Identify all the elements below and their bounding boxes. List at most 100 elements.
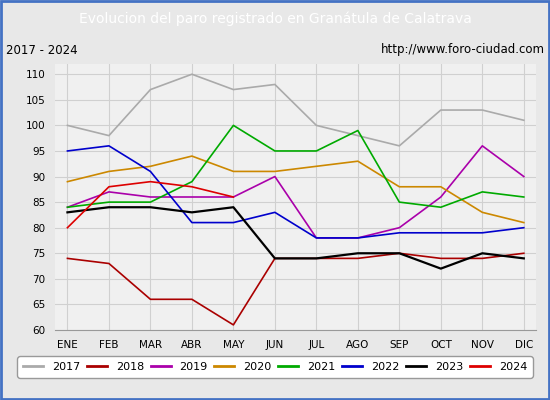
Line: 2019: 2019 [68, 146, 524, 238]
2020 [106, 169, 112, 174]
2020 [313, 164, 320, 169]
Line: 2021: 2021 [68, 125, 524, 207]
2021 [230, 123, 236, 128]
2022 [438, 230, 444, 235]
2021 [64, 205, 71, 210]
2021 [520, 194, 527, 199]
2021 [106, 200, 112, 204]
2020 [64, 179, 71, 184]
2017 [355, 133, 361, 138]
Line: 2017: 2017 [68, 74, 524, 146]
2023 [106, 205, 112, 210]
2017 [64, 123, 71, 128]
2020 [147, 164, 153, 169]
2019 [355, 236, 361, 240]
2021 [147, 200, 153, 204]
2017 [106, 133, 112, 138]
2022 [479, 230, 486, 235]
2021 [313, 148, 320, 153]
2019 [189, 194, 195, 199]
2020 [396, 184, 403, 189]
2020 [189, 154, 195, 158]
2022 [230, 220, 236, 225]
2018 [64, 256, 71, 261]
2023 [230, 205, 236, 210]
2022 [313, 236, 320, 240]
2023 [355, 251, 361, 256]
2022 [147, 169, 153, 174]
2019 [479, 144, 486, 148]
2018 [272, 256, 278, 261]
2022 [396, 230, 403, 235]
2017 [520, 118, 527, 123]
2018 [106, 261, 112, 266]
Line: 2020: 2020 [68, 156, 524, 222]
2017 [272, 82, 278, 87]
2018 [355, 256, 361, 261]
2022 [355, 236, 361, 240]
2018 [230, 322, 236, 327]
2020 [272, 169, 278, 174]
2021 [272, 148, 278, 153]
2019 [64, 205, 71, 210]
Legend: 2017, 2018, 2019, 2020, 2021, 2022, 2023, 2024: 2017, 2018, 2019, 2020, 2021, 2022, 2023… [18, 356, 532, 378]
2017 [479, 108, 486, 112]
2020 [479, 210, 486, 215]
2021 [355, 128, 361, 133]
2020 [230, 169, 236, 174]
2022 [106, 144, 112, 148]
2023 [272, 256, 278, 261]
2023 [313, 256, 320, 261]
2019 [230, 194, 236, 199]
2019 [106, 190, 112, 194]
2022 [520, 225, 527, 230]
2018 [520, 251, 527, 256]
2017 [189, 72, 195, 77]
Line: 2024: 2024 [68, 182, 233, 228]
2018 [396, 251, 403, 256]
2023 [438, 266, 444, 271]
2021 [479, 190, 486, 194]
Text: 2017 - 2024: 2017 - 2024 [6, 44, 77, 56]
2021 [189, 179, 195, 184]
2017 [396, 144, 403, 148]
2019 [147, 194, 153, 199]
2019 [272, 174, 278, 179]
2019 [313, 236, 320, 240]
2022 [272, 210, 278, 215]
2019 [520, 174, 527, 179]
2017 [313, 123, 320, 128]
2017 [438, 108, 444, 112]
2017 [230, 87, 236, 92]
2024 [106, 184, 112, 189]
2018 [189, 297, 195, 302]
2020 [438, 184, 444, 189]
2017 [147, 87, 153, 92]
2023 [147, 205, 153, 210]
Line: 2023: 2023 [68, 207, 524, 269]
2018 [438, 256, 444, 261]
2018 [147, 297, 153, 302]
2018 [313, 256, 320, 261]
2023 [520, 256, 527, 261]
2022 [64, 148, 71, 153]
2023 [479, 251, 486, 256]
Line: 2022: 2022 [68, 146, 524, 238]
2020 [520, 220, 527, 225]
2024 [64, 225, 71, 230]
2022 [189, 220, 195, 225]
2024 [230, 194, 236, 199]
2018 [479, 256, 486, 261]
2021 [438, 205, 444, 210]
2021 [396, 200, 403, 204]
2024 [147, 179, 153, 184]
2019 [438, 194, 444, 199]
2019 [396, 225, 403, 230]
2023 [64, 210, 71, 215]
2020 [355, 159, 361, 164]
2023 [396, 251, 403, 256]
Text: Evolucion del paro registrado en Granátula de Calatrava: Evolucion del paro registrado en Granátu… [79, 12, 471, 26]
2024 [189, 184, 195, 189]
Line: 2018: 2018 [68, 253, 524, 325]
2023 [189, 210, 195, 215]
